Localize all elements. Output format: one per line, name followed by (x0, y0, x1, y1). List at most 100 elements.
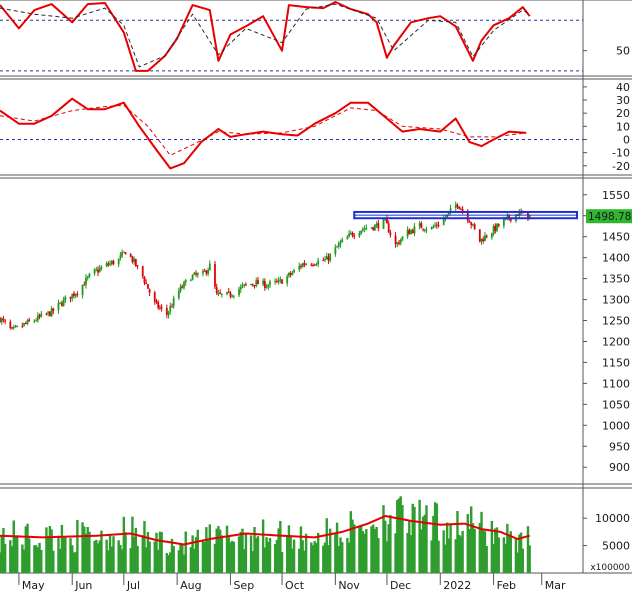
volume-bar (468, 528, 471, 573)
candle-body (155, 301, 158, 303)
volume-bar (105, 539, 108, 573)
volume-bar (22, 549, 26, 573)
volume-bar (241, 528, 244, 573)
candle-body (298, 266, 301, 270)
volume-bar (38, 542, 41, 573)
volume-bar (232, 541, 236, 573)
volume-bar (86, 527, 89, 573)
volume-bar (268, 538, 272, 573)
candle-body (408, 230, 411, 235)
candle-body (251, 284, 254, 286)
candle-body (470, 222, 473, 226)
volume-bar (273, 543, 277, 573)
volume-bar (346, 537, 349, 573)
month-tick-label: May (22, 579, 45, 592)
osc2-y-tick-label: 40 (616, 81, 630, 94)
volume-bar (275, 539, 279, 573)
volume-bar (76, 519, 79, 573)
volume-bar (406, 532, 409, 573)
volume-bar (167, 555, 170, 573)
candle-body (121, 252, 124, 256)
candle-body (47, 311, 50, 314)
volume-bar (34, 545, 38, 573)
candle-body (124, 252, 127, 255)
candle-body (360, 230, 363, 234)
candle-body (411, 230, 414, 233)
volume-bar (263, 547, 267, 573)
volume-bar (521, 548, 525, 573)
volume-bar (131, 516, 134, 573)
volume-bar (315, 543, 318, 573)
volume-bar (454, 539, 457, 573)
candle-body (131, 256, 134, 262)
volume-bar (181, 543, 184, 573)
volume-bar (291, 548, 294, 573)
candle-body (217, 292, 220, 294)
volume-bar (418, 499, 421, 573)
candle-body (325, 256, 328, 260)
volume-bar (509, 531, 512, 573)
candle-body (468, 221, 471, 223)
candle-body (363, 228, 366, 230)
candle-body (459, 208, 462, 210)
candle-body (329, 253, 332, 261)
candle-body (177, 290, 180, 299)
volume-bar (361, 531, 365, 573)
candle-body (430, 226, 433, 229)
candle-body (497, 223, 500, 226)
osc2-y-tick-label: 30 (616, 94, 630, 107)
candle-body (484, 235, 486, 242)
candle-body (288, 272, 290, 276)
candle-body (165, 308, 168, 315)
candle-body (413, 226, 416, 234)
volume-bar (93, 540, 96, 573)
candle-body (61, 302, 63, 306)
volume-bar (45, 527, 48, 573)
volume-bar (377, 538, 380, 573)
month-tick-label: Mar (545, 579, 566, 592)
volume-bar (292, 539, 296, 573)
candle-body (181, 286, 184, 288)
candle-body (478, 229, 481, 242)
candle-body (202, 271, 204, 274)
candle-body (189, 280, 192, 282)
candle-body (277, 280, 280, 283)
candle-body (447, 211, 450, 215)
candle-body (370, 227, 373, 229)
volume-bar (316, 532, 320, 573)
volume-bar (12, 520, 15, 573)
candle-body (399, 239, 402, 244)
candle-body (83, 284, 86, 286)
candle-body (492, 226, 495, 234)
candle-body (40, 313, 43, 317)
month-tick-label: Sep (233, 579, 254, 592)
price-y-tick-label: 1050 (602, 398, 630, 411)
volume-bar (435, 503, 439, 573)
candle-body (482, 239, 485, 242)
candle-body (184, 280, 187, 283)
candle-body (93, 269, 96, 274)
volume-bar (213, 543, 217, 573)
candle-body (494, 225, 497, 232)
volume-bar (456, 511, 459, 573)
candle-body (312, 264, 314, 266)
candle-body (394, 235, 397, 245)
volume-bar (370, 526, 373, 573)
volume-bar (365, 529, 368, 573)
osc1-y-tick-label: 50 (616, 45, 630, 58)
price-y-tick-label: 900 (609, 461, 630, 474)
candle-body (339, 242, 342, 244)
volume-bar (120, 549, 124, 573)
volume-bar (57, 535, 60, 573)
candle-body (28, 319, 31, 322)
volume-bar (371, 524, 375, 573)
volume-bar (466, 514, 469, 573)
candle-body (466, 211, 469, 221)
candle-body (446, 214, 449, 218)
candle-body (265, 286, 268, 288)
price-y-tick-label: 1000 (602, 419, 630, 432)
candle-body (422, 228, 424, 230)
candle-body (286, 276, 289, 284)
volume-bar (71, 545, 74, 573)
volume-bar (143, 520, 146, 573)
